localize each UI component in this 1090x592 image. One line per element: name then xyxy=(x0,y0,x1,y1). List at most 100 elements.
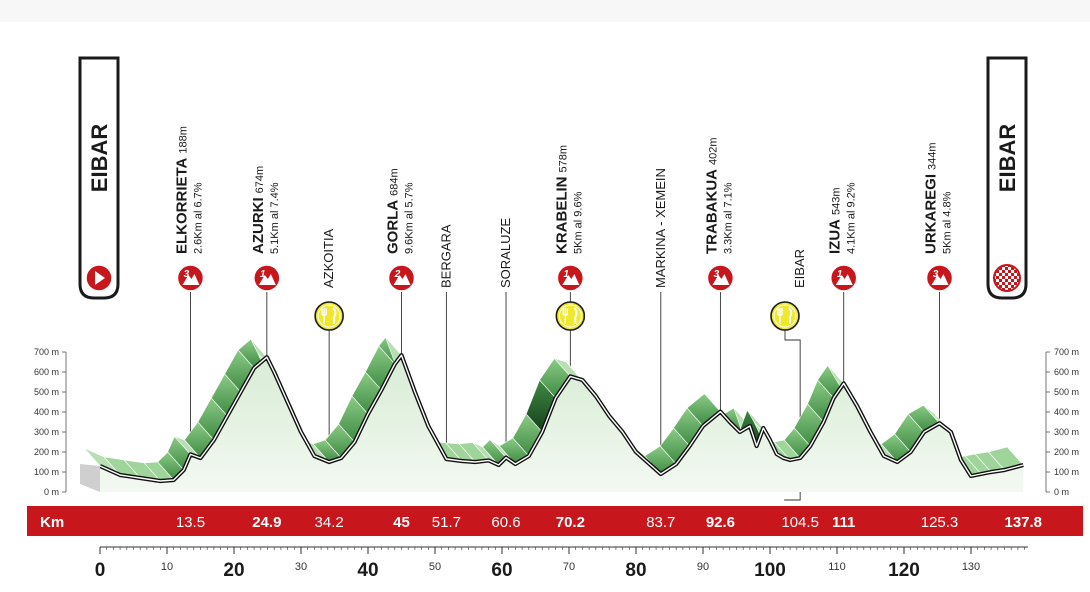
climb-altitude: 578m xyxy=(557,145,569,173)
town-name: EIBAR xyxy=(792,249,807,288)
climb-label-elkorrieta: 3 ELKORRIETA 188m 2.6Km al 6.7% xyxy=(173,126,205,292)
x-tick-label-minor: 50 xyxy=(429,561,441,573)
climb-altitude: 684m xyxy=(389,168,401,196)
town-guide-line xyxy=(784,330,801,501)
climb-name: ELKORRIETA xyxy=(173,157,190,254)
category-number: 3 xyxy=(184,269,190,280)
y-tick-label-right: 600 m xyxy=(1054,367,1079,377)
x-tick-label-major: 60 xyxy=(491,560,512,581)
town-label-eibar: EIBAR xyxy=(792,249,807,288)
town-label-soraluze: SORALUZE xyxy=(498,218,513,288)
climb-detail-label: 9.6Km al 5.7% xyxy=(404,182,416,254)
town-label-azkoitia: AZKOITIA xyxy=(321,228,336,288)
feed-zone-icon xyxy=(314,301,344,331)
climb-label-izua: 1 IZUA 543m 4.1Km al 9.2% xyxy=(827,182,858,292)
category-number: 3 xyxy=(714,269,720,280)
climb-name-label: KRABELIN 578m xyxy=(553,145,570,254)
climb-detail-label: 3.3Km al 7.1% xyxy=(722,182,734,254)
feed-zone-icon xyxy=(770,301,800,331)
category-1-climb-icon: 1 xyxy=(556,264,585,292)
y-axis-right: 0 m 100 m 200 m 300 m 400 m 500 m 600 m 700 m xyxy=(1045,347,1079,497)
x-tick-label-minor: 10 xyxy=(161,561,173,573)
profile-line-inner xyxy=(99,354,1024,482)
finish-town-label: EIBAR xyxy=(995,124,1020,193)
x-tick-label-minor: 110 xyxy=(828,561,846,573)
category-1-climb-icon: 1 xyxy=(829,264,858,292)
climb-label-krabelin: 1 KRABELIN 578m 5Km al 9.6% xyxy=(553,145,585,292)
climb-name: GORLA xyxy=(385,200,402,254)
profile-area xyxy=(100,355,1024,492)
km-marker-label: 125.3 xyxy=(921,514,959,531)
km-band xyxy=(27,506,1083,536)
feed-zone-ring xyxy=(317,304,341,328)
y-axis-left: 0 m 100 m 200 m 300 m 400 m 500 m 600 m 700 m xyxy=(34,347,67,497)
km-marker-label: 92.6 xyxy=(706,514,735,531)
marker-guide-lines xyxy=(189,292,940,501)
category-number: 1 xyxy=(564,269,570,280)
km-band-markers: 13.5 24.9 34.2 45 51.7 60.6 70.2 83.7 92.6 104.5 1… xyxy=(176,514,1042,531)
town-name: AZKOITIA xyxy=(321,228,336,288)
climb-detail-label: 5Km al 9.6% xyxy=(572,191,584,254)
climb-name: TRABAKUA xyxy=(703,169,720,254)
start-banner: EIBAR xyxy=(78,56,120,300)
town-label-bergara: BERGARA xyxy=(438,224,453,288)
feed-zone-circle xyxy=(314,301,344,331)
climb-detail-label: 5Km al 4.8% xyxy=(942,191,954,254)
y-tick-label-right: 500 m xyxy=(1054,387,1079,397)
category-number: 3 xyxy=(933,269,939,280)
finish-checkered-flag-icon xyxy=(993,264,1021,292)
km-marker-label: 104.5 xyxy=(781,514,819,531)
feed-zone-ring xyxy=(558,304,582,328)
km-marker-label: 60.6 xyxy=(491,514,520,531)
x-axis: 0 20 40 60 80 100 120 10 30 50 70 90 110 130 xyxy=(95,546,1028,581)
km-marker-label: 45 xyxy=(393,514,410,531)
feed-zone-circle xyxy=(770,301,800,331)
km-marker-label: 51.7 xyxy=(432,514,461,531)
x-tick-label-major: 80 xyxy=(625,560,646,581)
climb-name-label: TRABAKUA 402m xyxy=(703,137,720,254)
y-tick-label-left: 400 m xyxy=(34,407,59,417)
km-marker-label: 83.7 xyxy=(646,514,675,531)
finish-banner: EIBAR xyxy=(986,56,1028,300)
feed-zone-icon xyxy=(555,301,586,331)
y-tick-label-left: 600 m xyxy=(34,367,59,377)
feed-zone-ring xyxy=(773,304,797,328)
category-3-climb-icon: 3 xyxy=(176,264,205,292)
start-play-icon xyxy=(85,264,113,292)
y-tick-label-left: 300 m xyxy=(34,427,59,437)
category-3-climb-icon: 3 xyxy=(706,264,735,292)
y-tick-label-right: 200 m xyxy=(1054,447,1079,457)
km-marker-label: 34.2 xyxy=(315,514,344,531)
profile-start-base xyxy=(80,464,100,492)
mountain-glyph xyxy=(835,274,853,285)
mountain-glyph xyxy=(393,274,411,285)
mountain-glyph xyxy=(258,274,276,285)
start-town-label: EIBAR xyxy=(87,124,112,193)
climb-name-label: IZUA 543m xyxy=(827,187,844,254)
x-tick-label-minor: 70 xyxy=(563,561,575,573)
climb-name-label: URKAREGI 344m xyxy=(923,142,940,254)
y-tick-label-right: 0 m xyxy=(1054,487,1069,497)
climb-name: KRABELIN xyxy=(553,177,570,255)
climb-altitude: 543m xyxy=(831,187,843,215)
fork-glyph xyxy=(321,308,327,324)
knife-glyph xyxy=(573,307,578,324)
y-tick-label-left: 0 m xyxy=(44,487,59,497)
y-tick-label-right: 400 m xyxy=(1054,407,1079,417)
climb-name-label: AZURKI 674m xyxy=(250,166,267,254)
km-marker-label: 111 xyxy=(832,514,855,531)
climb-name: IZUA xyxy=(827,219,844,254)
climb-detail-label: 2.6Km al 6.7% xyxy=(192,182,204,254)
km-marker-label: 24.9 xyxy=(252,514,281,531)
town-labels: AZKOITIA BERGARA SORALUZE MARKINA - XEMEIN E… xyxy=(314,168,807,331)
elevation-profile xyxy=(80,336,1024,492)
category-number: 1 xyxy=(837,269,843,280)
knife-glyph xyxy=(788,307,793,324)
mountain-glyph xyxy=(931,274,949,285)
km-band-title: Km xyxy=(40,514,64,531)
feed-zone-circle xyxy=(555,301,586,331)
y-tick-label-right: 100 m xyxy=(1054,467,1079,477)
